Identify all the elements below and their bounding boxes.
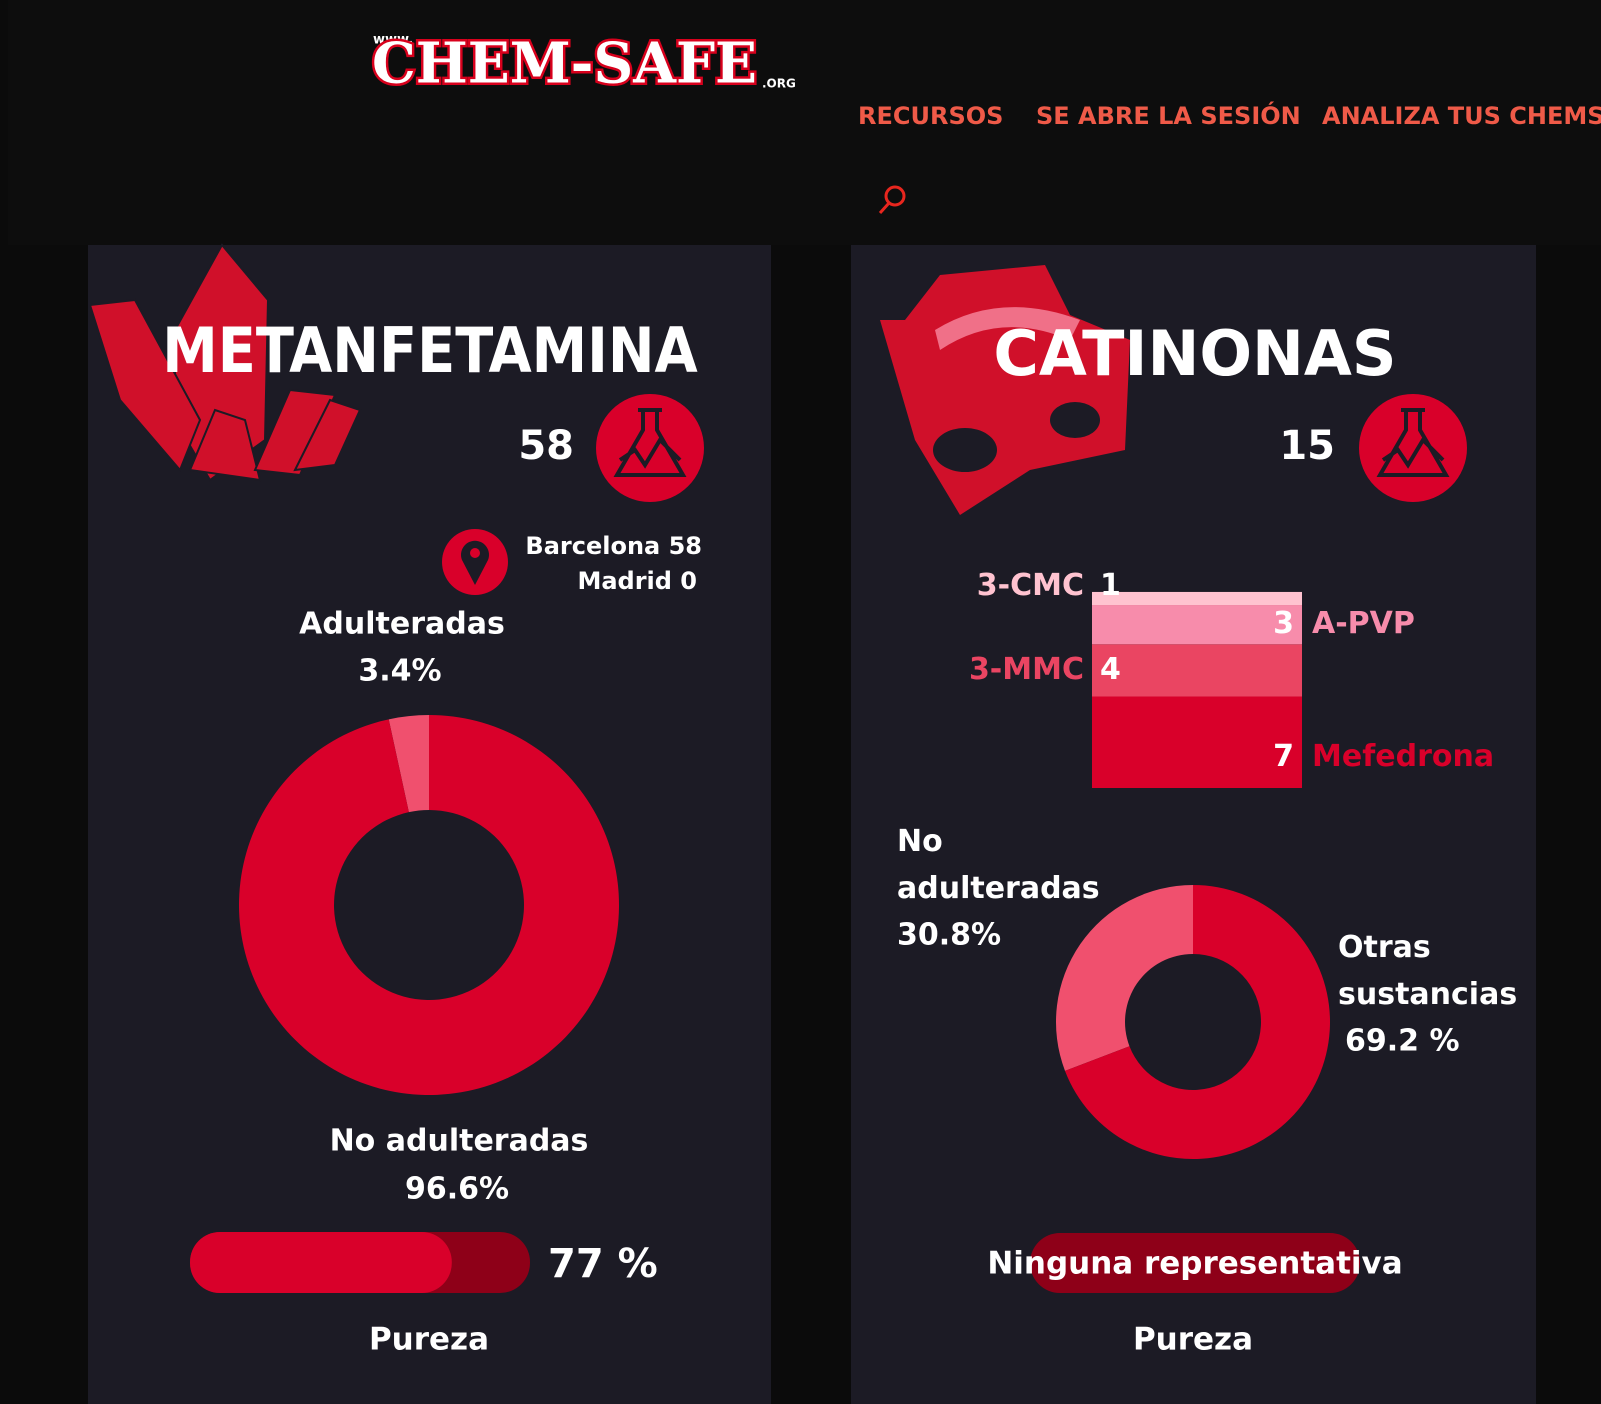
nav-link[interactable]: SE ABRE LA SESIÓN bbox=[1036, 100, 1301, 130]
card-title: METANFETAMINA bbox=[162, 314, 697, 387]
flask-icon bbox=[1359, 394, 1467, 502]
segment-value: 3 bbox=[1273, 606, 1294, 641]
stack-segment bbox=[1092, 605, 1302, 645]
donut-value: 3.4% bbox=[358, 654, 441, 689]
location: Barcelona 58 bbox=[525, 532, 702, 560]
segment-value: 4 bbox=[1100, 652, 1121, 687]
purity-title: Pureza bbox=[369, 1322, 489, 1358]
logo-prefix: www. bbox=[373, 33, 413, 48]
flask-icon bbox=[596, 394, 704, 502]
purity-value: Ninguna representativa bbox=[987, 1246, 1402, 1282]
donut-segment bbox=[238, 715, 619, 1095]
donut-value: 30.8% bbox=[897, 918, 1001, 953]
purity-bar bbox=[190, 1232, 452, 1293]
segment-value: 7 bbox=[1273, 739, 1294, 774]
stack-segment bbox=[1092, 591, 1302, 606]
donut-label: No adulteradas bbox=[897, 824, 1100, 906]
segment-name: A-PVP bbox=[1312, 606, 1415, 641]
logo-suffix: .ORG bbox=[762, 77, 796, 91]
segment-name: 3-MMC bbox=[969, 652, 1084, 687]
logo: CHEM-SAFE bbox=[372, 31, 757, 97]
donut-value: 69.2 % bbox=[1345, 1024, 1460, 1059]
donut-segment bbox=[1056, 885, 1193, 1071]
nav-link[interactable]: ANALIZA TUS CHEMS bbox=[1322, 102, 1601, 130]
sample-count: 58 bbox=[518, 423, 574, 469]
donut-label: Otras sustancias bbox=[1338, 930, 1518, 1012]
header-bg bbox=[8, 0, 1601, 245]
mask-icon bbox=[880, 265, 1130, 515]
card-title: CATINONAS bbox=[993, 317, 1396, 390]
purity-track bbox=[1030, 1233, 1360, 1293]
location: Madrid 0 bbox=[577, 567, 697, 595]
segment-name: 3-CMC bbox=[977, 568, 1084, 603]
search-icon[interactable] bbox=[878, 185, 906, 215]
purity-title: Pureza bbox=[1133, 1322, 1253, 1358]
nav-link[interactable]: RECURSOS bbox=[858, 102, 1003, 130]
segment-value: 1 bbox=[1100, 568, 1121, 603]
donut-segment bbox=[1064, 885, 1330, 1159]
crystal-icon bbox=[88, 243, 362, 482]
segment-name: Mefedrona bbox=[1312, 739, 1494, 774]
purity-value: 77 % bbox=[548, 1241, 658, 1287]
location-icon bbox=[442, 529, 508, 595]
donut-label: Adulteradas bbox=[299, 607, 505, 642]
donut-label: No adulteradas bbox=[330, 1124, 589, 1159]
donut-value: 96.6% bbox=[405, 1172, 509, 1207]
stack-segment bbox=[1092, 644, 1302, 697]
donut-segment bbox=[388, 715, 429, 813]
sample-count: 15 bbox=[1279, 423, 1335, 469]
stack-segment bbox=[1092, 696, 1302, 788]
